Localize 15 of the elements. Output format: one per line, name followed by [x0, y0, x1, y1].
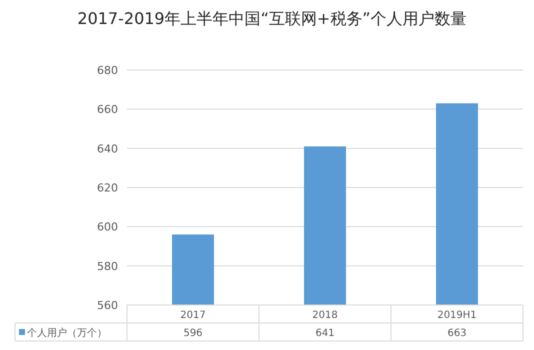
- y-tick-label: 680: [97, 64, 118, 77]
- x-tick-label: 2019H1: [437, 310, 477, 321]
- legend-label: 个人用户（万个）: [27, 327, 107, 339]
- x-tick-label: 2018: [312, 310, 338, 321]
- y-tick-label: 580: [97, 260, 118, 273]
- data-label: 596: [183, 328, 203, 339]
- y-tick-label: 660: [97, 103, 118, 116]
- y-tick-label: 600: [97, 220, 118, 234]
- y-tick-label: 640: [97, 142, 118, 156]
- y-tick-label: 620: [97, 182, 118, 194]
- data-label: 641: [315, 328, 335, 339]
- data-label: 663: [447, 328, 467, 339]
- y-tick-label: 560: [97, 299, 118, 312]
- x-tick-label: 2017: [180, 310, 206, 321]
- chart-title: 2017-2019年上半年中国“互联网+税务”个人用户数量: [77, 9, 467, 28]
